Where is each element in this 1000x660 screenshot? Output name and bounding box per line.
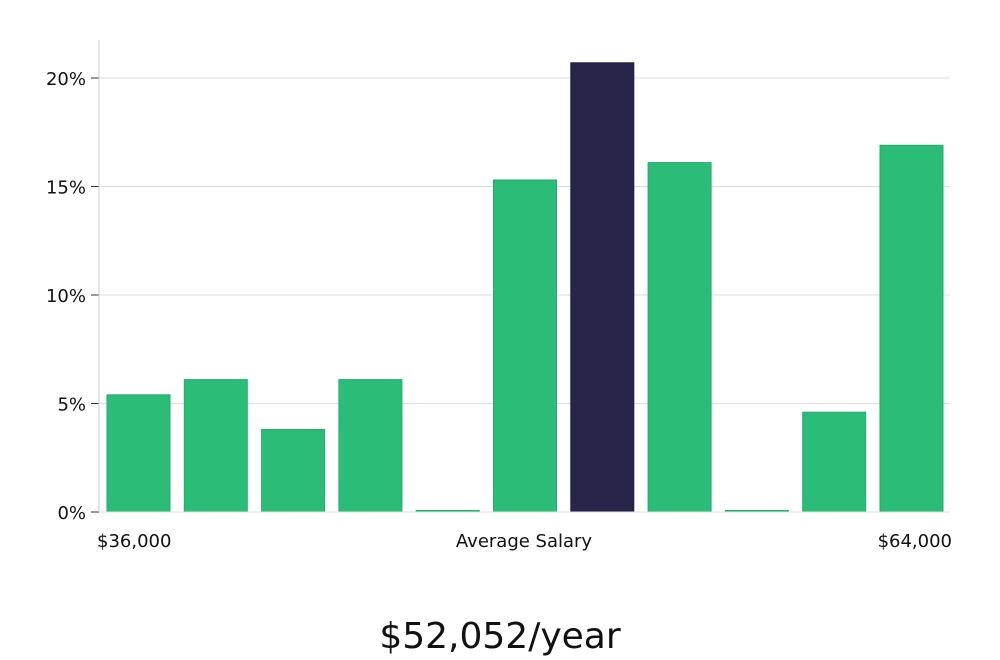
bar	[338, 379, 403, 513]
bar	[647, 162, 712, 513]
bar	[106, 394, 171, 513]
bars	[106, 62, 944, 513]
y-tick-label: 15%	[46, 178, 86, 199]
y-axis-tick-labels: 0% 5% 10% 15% 20%	[46, 69, 99, 524]
bar	[802, 411, 867, 513]
y-tick-label: 10%	[46, 286, 86, 307]
y-tick-label: 20%	[46, 69, 86, 90]
bar	[183, 379, 248, 513]
x-max-label: $64,000	[878, 531, 952, 552]
x-center-label: Average Salary	[456, 531, 593, 552]
y-tick-label: 5%	[57, 395, 86, 416]
bar	[493, 179, 557, 513]
average-salary-value: $52,052/year	[379, 616, 621, 657]
bar	[261, 429, 326, 513]
y-tick-label: 0%	[57, 503, 86, 524]
x-min-label: $36,000	[97, 531, 171, 552]
bar	[879, 144, 944, 513]
bar-highlight	[570, 62, 635, 513]
